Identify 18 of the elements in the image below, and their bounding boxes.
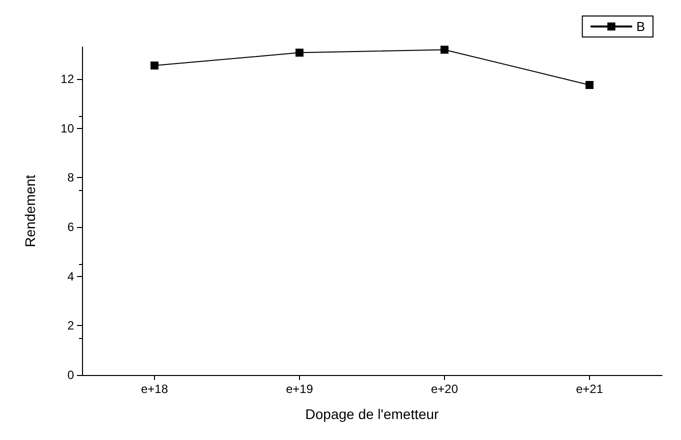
x-tick-label: e+18 (140, 382, 168, 396)
point (296, 48, 304, 57)
x-tick-label: e+21 (576, 382, 604, 396)
point (440, 46, 448, 54)
legend-label: B (636, 19, 645, 34)
y-axis-title: Rendement (22, 174, 38, 248)
y-tick-label: 6 (67, 220, 74, 234)
y-tick-label: 12 (60, 72, 74, 86)
point (586, 80, 594, 89)
y-tick-label: 0 (67, 368, 74, 382)
y-tick-label: 2 (67, 318, 74, 333)
y-tick-label: 8 (67, 170, 74, 185)
y-tick-label: 10 (60, 121, 74, 136)
point (150, 61, 158, 70)
x-axis-title: Dopage de l'emetteur (305, 406, 440, 422)
x-tick-label: e+20 (430, 382, 458, 396)
x-tick-label: e+19 (286, 382, 314, 396)
y-tick-label: 4 (67, 269, 74, 284)
